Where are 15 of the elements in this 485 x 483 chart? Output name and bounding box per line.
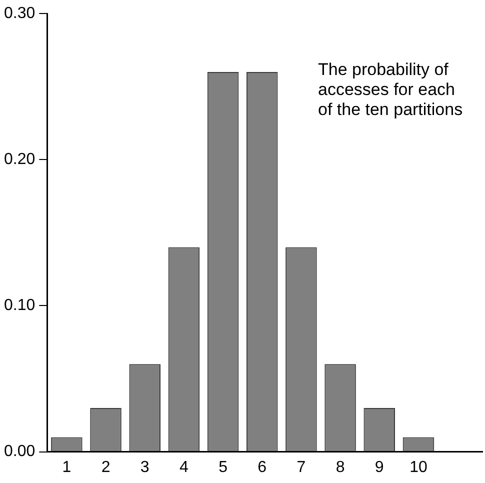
- x-tick-label: 9: [374, 458, 384, 476]
- x-tick-label: 8: [336, 458, 345, 476]
- y-tick-label: 0.20: [4, 151, 36, 168]
- y-tick-label: 0.00: [4, 443, 36, 460]
- y-tick-label: 0.10: [4, 297, 36, 314]
- x-tick-label: 5: [218, 458, 228, 476]
- x-tick-label: 2: [101, 458, 110, 476]
- y-tick-label: 0.30: [4, 5, 36, 22]
- x-tick-label: 3: [140, 458, 150, 476]
- x-tick-label: 1: [62, 458, 72, 476]
- x-tick-label: 7: [296, 458, 306, 476]
- annotation: The probability of accesses for each of the ten partitions: [318, 60, 463, 120]
- x-tick-label: 6: [258, 458, 267, 476]
- x-tick-label: 4: [179, 458, 188, 476]
- x-tick-label: 10: [410, 458, 428, 476]
